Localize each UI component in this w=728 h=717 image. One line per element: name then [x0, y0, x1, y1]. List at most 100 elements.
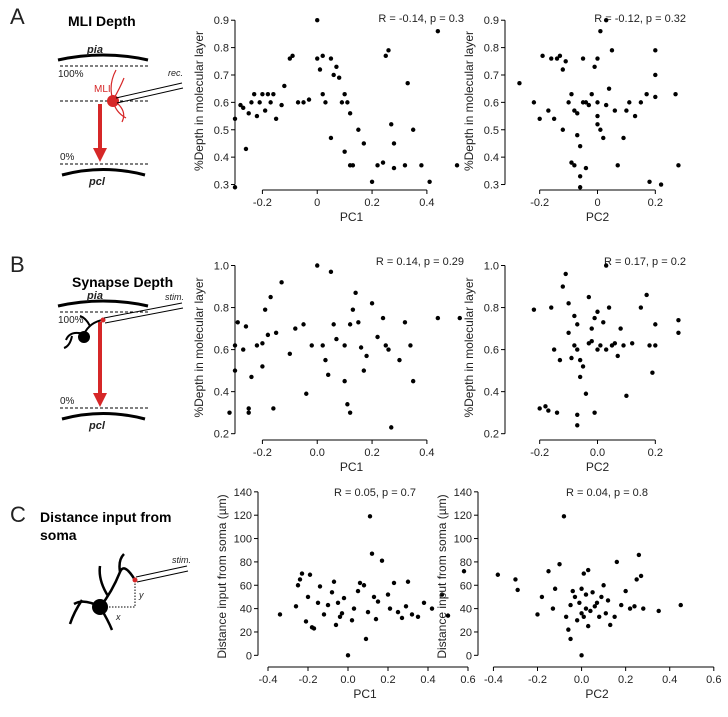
data-point [569, 355, 574, 361]
data-point [583, 100, 589, 105]
data-point [581, 614, 586, 619]
data-point [415, 614, 421, 619]
y-tick-label: 140 [234, 487, 252, 499]
data-point [540, 53, 545, 59]
data-point [572, 163, 577, 168]
data-point [575, 423, 580, 428]
scatter-plot: 0 20 40 60 80 100 120 140 -0.4 -0.2 0.0 0.2 0.4 0.6 PC… [435, 487, 721, 701]
data-point [295, 583, 301, 588]
data-point [549, 56, 554, 61]
data-point [585, 567, 591, 573]
data-point [577, 143, 583, 149]
data-point [638, 573, 644, 579]
data-point [235, 320, 240, 325]
x-tick-label: 0.0 [340, 674, 355, 686]
diagram-c: C Distance input from soma stim. x y [10, 502, 191, 631]
data-point [454, 163, 460, 168]
synapse [132, 577, 138, 583]
percent-label: 0% [60, 152, 75, 163]
pcl-surface [61, 168, 146, 177]
data-point [383, 53, 388, 59]
synapse [100, 317, 106, 323]
y-tick-label: 0.4 [214, 387, 229, 399]
cell-label: MLI [94, 84, 111, 95]
annotation: R = 0.17, p = 0.2 [604, 256, 686, 268]
data-point [320, 91, 325, 97]
data-point [367, 514, 373, 519]
data-point [334, 64, 339, 69]
y-tick-label: 0.3 [484, 180, 499, 192]
data-point [282, 83, 287, 89]
data-point [331, 72, 336, 78]
data-point [241, 347, 246, 352]
data-point [293, 604, 299, 609]
data-point [260, 364, 265, 369]
data-point [589, 326, 594, 331]
neuron-dendrites [68, 553, 137, 631]
pia-label: pia [86, 44, 103, 56]
x-tick-label: -0.2 [253, 447, 272, 459]
data-point [317, 584, 323, 589]
data-point [309, 343, 314, 348]
data-point [331, 579, 337, 584]
y-tick-label: 120 [454, 510, 472, 522]
data-point [410, 127, 416, 132]
distance-lines [100, 583, 136, 608]
x-tick-label: 0.6 [460, 674, 475, 686]
data-point [323, 100, 328, 105]
data-point [435, 315, 441, 321]
data-point [595, 347, 600, 352]
data-point [557, 562, 562, 567]
data-point [551, 347, 557, 352]
data-point [342, 91, 347, 97]
data-point [307, 572, 313, 577]
data-point [557, 53, 563, 59]
data-point [304, 391, 309, 396]
y-tick-label: 0.5 [484, 125, 499, 137]
data-point [678, 602, 683, 608]
data-point [232, 368, 238, 373]
data-point [577, 600, 582, 605]
y-tick-label: 0.5 [214, 125, 229, 137]
electrode [103, 302, 184, 324]
annotation: R = -0.14, p = 0.3 [378, 13, 464, 25]
data-point [391, 165, 397, 171]
data-point [273, 330, 279, 335]
data-point [371, 594, 377, 600]
data-point [612, 614, 617, 619]
data-point [603, 347, 609, 352]
data-point [650, 370, 655, 375]
data-point [546, 569, 551, 574]
data-point [575, 133, 580, 138]
data-point [402, 320, 408, 325]
data-point [287, 351, 293, 357]
y-tick-label: 80 [240, 557, 252, 569]
data-point [539, 594, 545, 600]
data-point [337, 614, 343, 619]
data-point [397, 357, 402, 363]
x-tick-label: 0.2 [380, 674, 395, 686]
x-distance-label: x [115, 612, 121, 622]
data-point [608, 622, 613, 628]
data-point [549, 305, 554, 310]
data-point [383, 343, 388, 348]
data-point [290, 53, 295, 59]
data-point [621, 343, 626, 348]
data-point [405, 579, 411, 584]
data-point [535, 612, 540, 617]
data-point [373, 616, 379, 622]
data-point [531, 307, 537, 312]
x-tick-label: 0.0 [310, 447, 325, 459]
data-point [653, 322, 658, 327]
data-point [599, 594, 604, 600]
data-point [260, 341, 265, 346]
data-point [632, 604, 637, 609]
data-point [262, 108, 268, 113]
data-point [592, 604, 597, 609]
y-tick-label: 100 [234, 534, 252, 546]
data-point [619, 602, 624, 608]
data-point [537, 116, 542, 122]
y-tick-label: 0.4 [484, 387, 499, 399]
data-point [583, 165, 589, 171]
panel-title: MLI Depth [68, 13, 136, 29]
